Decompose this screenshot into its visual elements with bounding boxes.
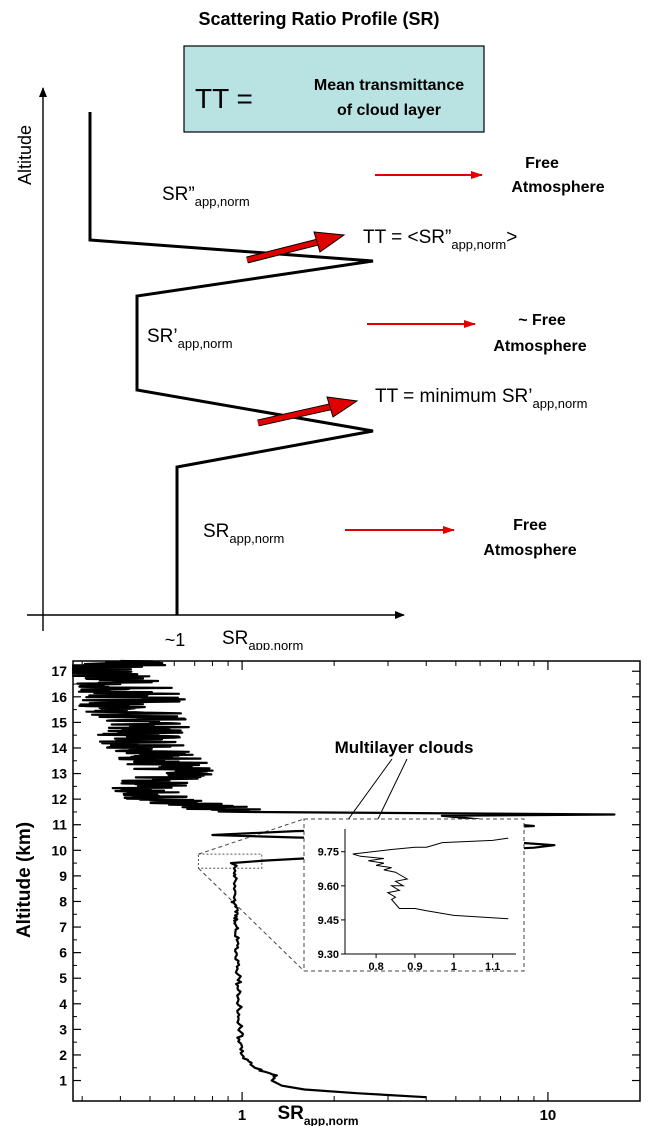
inset-profile-line [352,837,509,920]
tt-box-line1: Mean transmittance [314,77,464,94]
y-tick-label: 14 [51,740,67,756]
y-tick-label: 1 [59,1073,67,1089]
y-tick-label: 8 [59,893,67,909]
schematic-y-axis-label: Altitude [15,125,35,185]
free-atmosphere-middle-1: ~ Free [518,312,566,329]
y-tick-label: 5 [59,970,67,986]
free-atmosphere-middle-2: Atmosphere [493,338,586,355]
tt-box-lhs: TT = [195,83,253,114]
multilayer-clouds-label: Multilayer clouds [335,738,474,757]
inset-y-tick-label: 9.75 [318,847,339,859]
inset-y-tick-label: 9.45 [318,915,339,927]
y-tick-label: 12 [51,791,67,807]
inset-y-tick-label: 9.30 [318,949,339,961]
inset-frame [303,818,525,972]
y-tick-label: 16 [51,689,67,705]
layer-label-middle: SR’app,norm [147,326,233,351]
y-tick-label: 17 [51,663,67,679]
zoom-connector-top [198,818,305,855]
y-axis-label: Altitude (km) [14,822,35,938]
y-tick-label: 7 [59,919,67,935]
zoom-region-box [197,853,263,869]
x-tick-label: 10 [540,1107,557,1124]
inset-x-tick-label: 1.1 [485,961,500,973]
layer-label-top: SR”app,norm [162,184,250,209]
tt-arrow-lower [257,396,359,427]
y-tick-label: 15 [51,714,67,730]
tt-arrow-upper [246,231,346,264]
x-axis-label: SRapp,norm [277,1103,358,1126]
y-tick-label: 2 [59,1047,67,1063]
y-tick-label: 13 [51,766,67,782]
x-tick-label: 1 [238,1107,246,1124]
free-atmosphere-bottom-2: Atmosphere [483,542,576,559]
schematic-chart: Scattering Ratio Profile (SR) TT = Mean … [15,9,605,650]
tt-annotation-upper: TT = <SR”app,norm> [363,227,517,252]
plot-frame [72,660,641,1102]
free-atmosphere-top-2: Atmosphere [511,179,604,196]
y-tick-label: 9 [59,868,67,884]
schematic-x-tick: ~1 [165,630,186,650]
y-tick-label: 4 [59,996,67,1012]
tt-definition-box: TT = Mean transmittance of cloud layer [183,45,485,133]
zoom-connector-bottom [198,867,305,972]
y-tick-label: 3 [59,1021,67,1037]
tt-annotation-lower: TT = minimum SR’app,norm [375,386,587,411]
layer-label-bottom: SRapp,norm [203,521,284,546]
inset-x-tick-label: 0.9 [407,961,422,973]
y-tick-label: 10 [51,842,67,858]
y-tick-label: 11 [52,817,67,833]
inset-x-tick-label: 1 [451,961,457,973]
tt-box-line2: of cloud layer [337,102,441,119]
schematic-title: Scattering Ratio Profile (SR) [198,9,439,29]
inset-x-tick-label: 0.8 [368,961,383,973]
free-atmosphere-bottom-1: Free [513,517,547,534]
schematic-profile-line [88,112,374,615]
inset-y-tick-label: 9.60 [318,881,339,893]
free-atmosphere-top-1: Free [525,155,559,172]
schematic-x-axis-label: SRapp,norm [222,628,303,650]
sr-profile-line [71,659,616,1099]
y-tick-label: 6 [59,945,67,961]
